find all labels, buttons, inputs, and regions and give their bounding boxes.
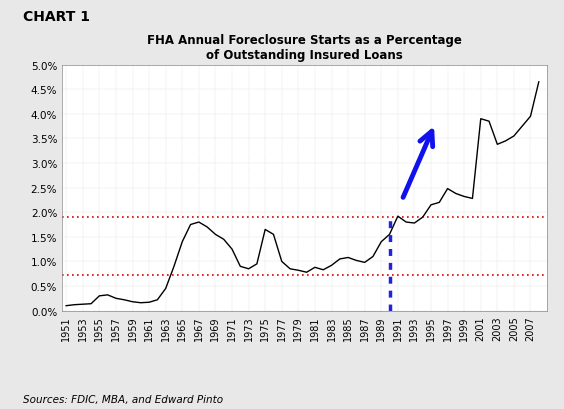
Text: CHART 1: CHART 1 — [23, 10, 90, 24]
Title: FHA Annual Foreclosure Starts as a Percentage
of Outstanding Insured Loans: FHA Annual Foreclosure Starts as a Perce… — [147, 34, 462, 61]
Text: Sources: FDIC, MBA, and Edward Pinto: Sources: FDIC, MBA, and Edward Pinto — [23, 394, 223, 404]
